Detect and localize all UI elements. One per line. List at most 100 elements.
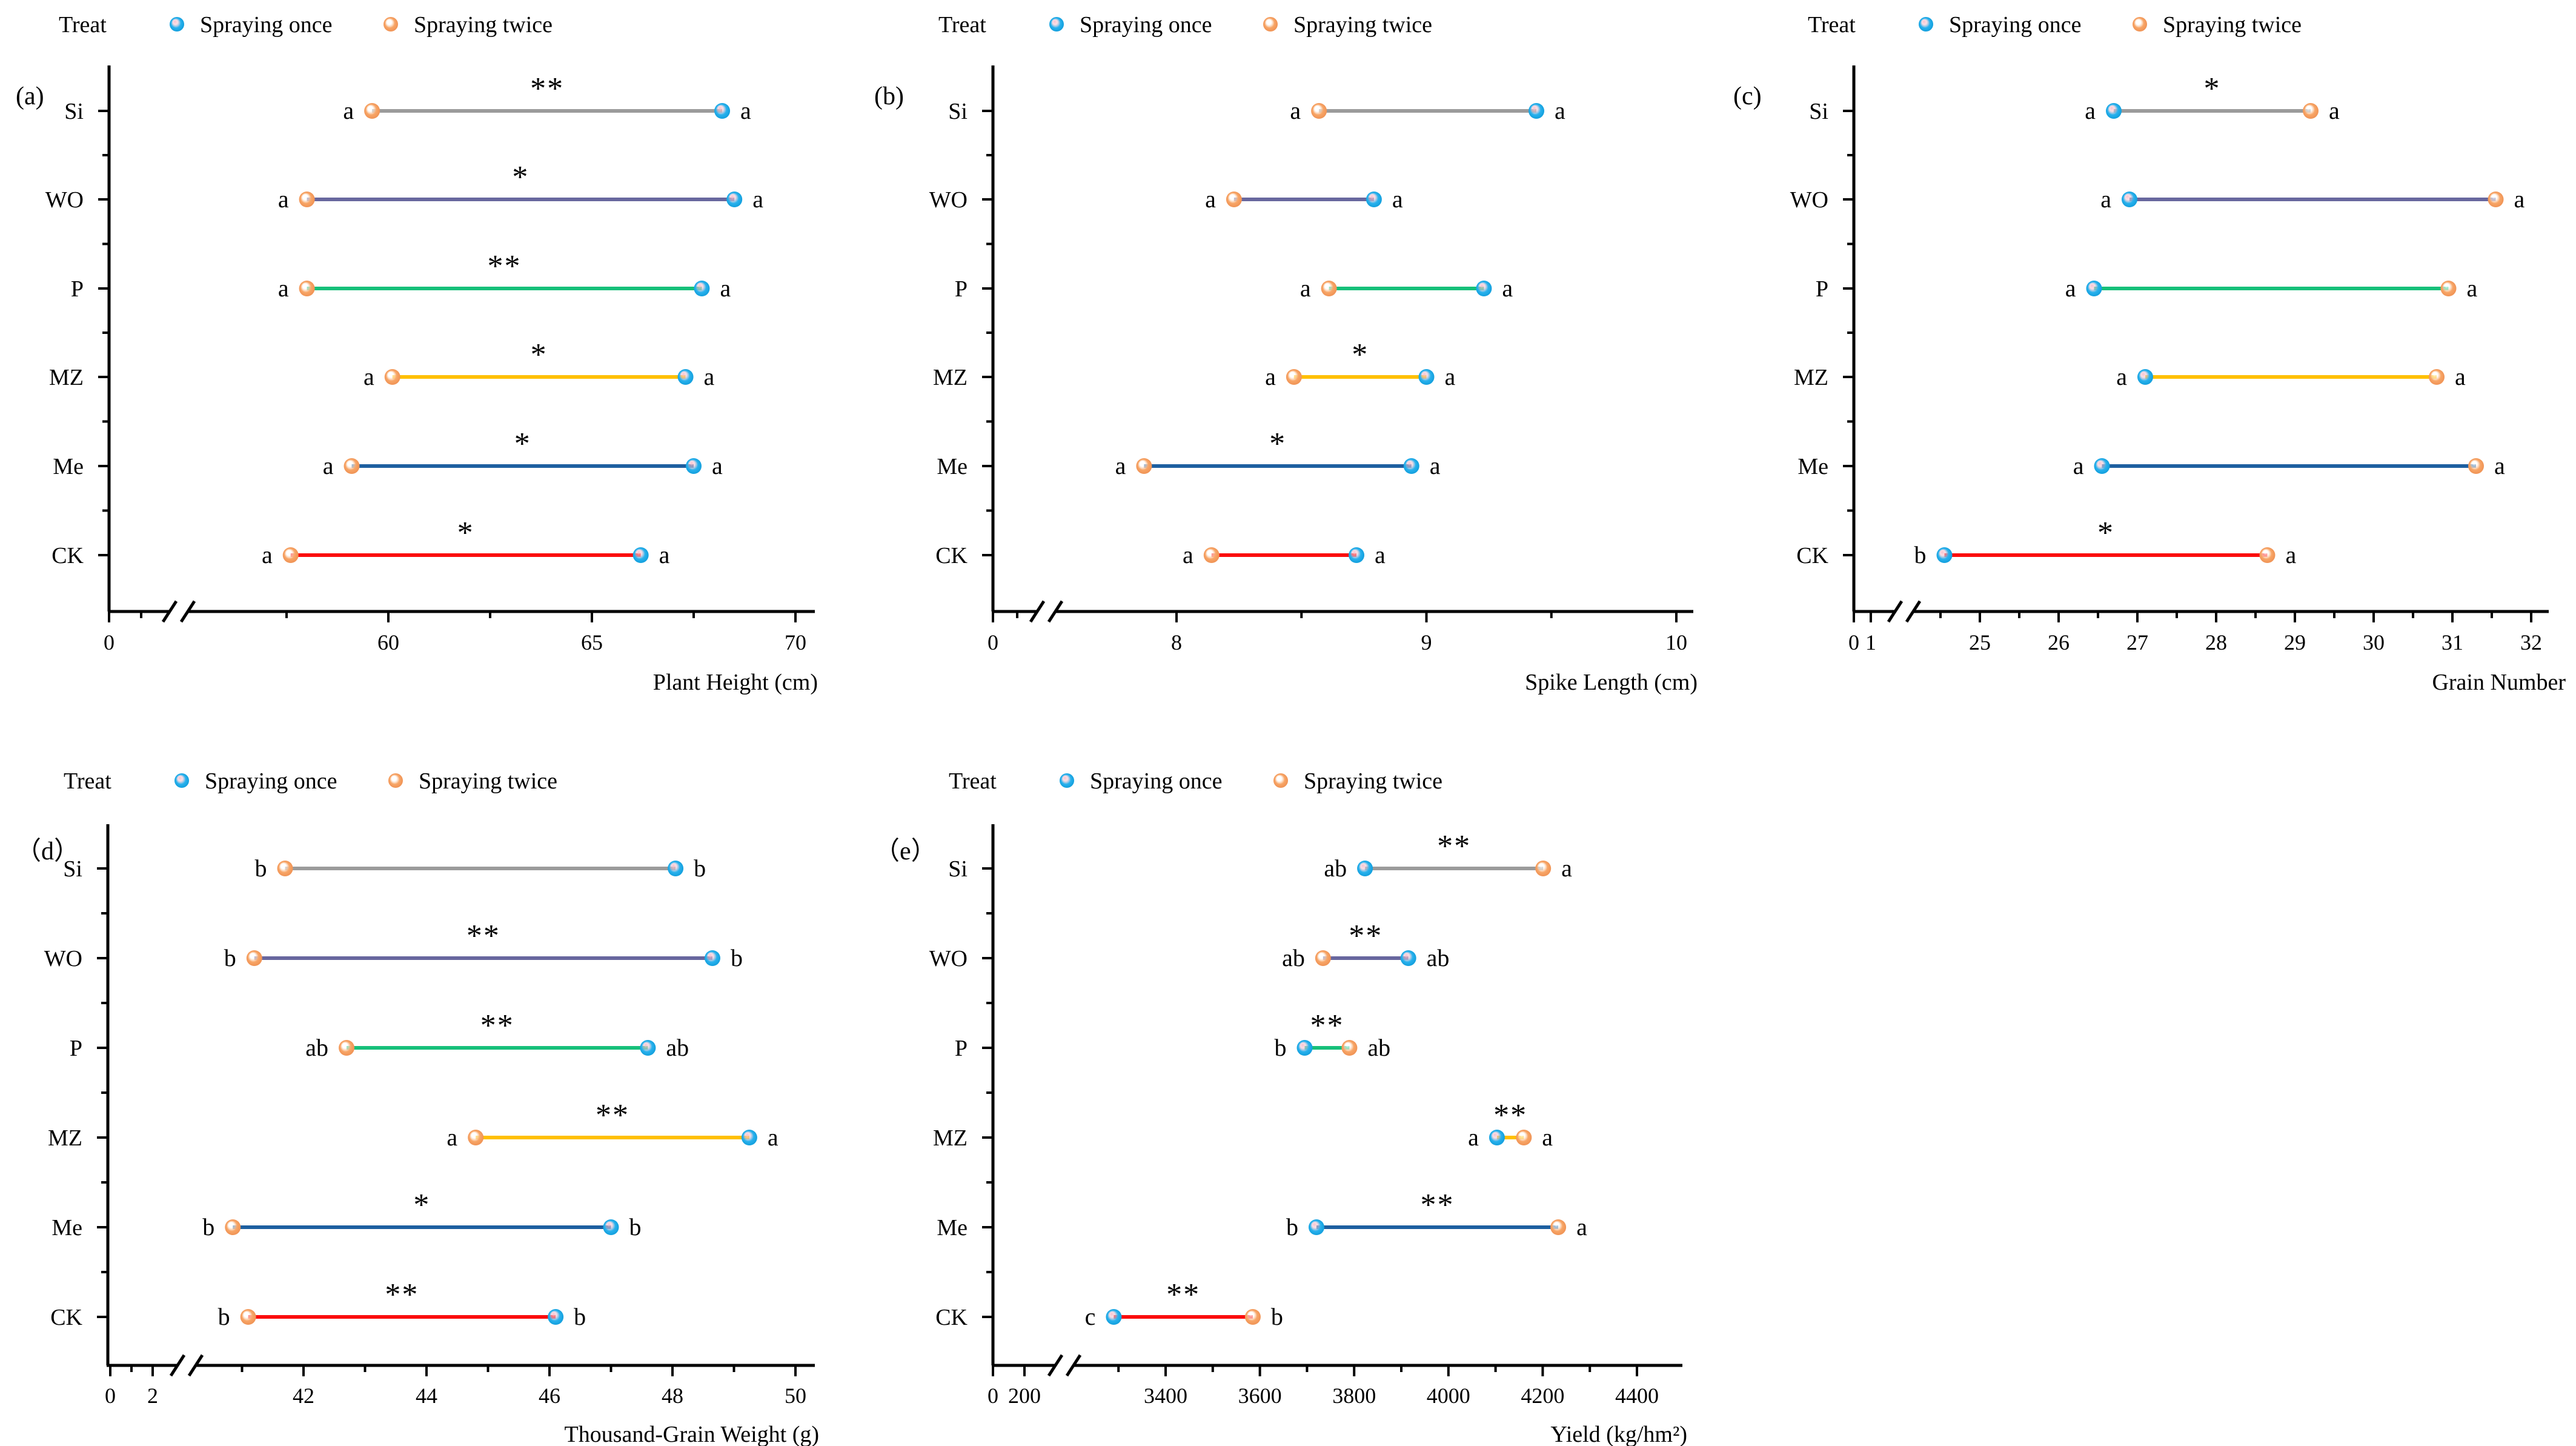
x-tick-label: 42: [293, 1384, 314, 1408]
x-tick-label: 65: [581, 630, 603, 655]
x-tick-label: 60: [377, 630, 399, 655]
legend-twice-label: Spraying twice: [419, 768, 557, 794]
legend-treat-label: Treat: [59, 12, 107, 38]
x-tick-label: 3600: [1238, 1384, 1282, 1408]
letter-label: b: [574, 1303, 586, 1330]
legend-twice-marker-icon: [1273, 773, 1288, 788]
once-dot: [1529, 103, 1544, 119]
dumbbell-row-CK: a a *: [262, 516, 670, 568]
significance-marker: **: [488, 249, 522, 284]
y-axis: Si WO P MZ Me CK: [44, 824, 110, 1365]
twice-dot: [1315, 950, 1331, 966]
letter-label: a: [768, 1124, 778, 1151]
letter-label: a: [2494, 452, 2505, 479]
category-label: CK: [51, 543, 84, 568]
legend-treat-label: Treat: [1808, 12, 1856, 38]
dumbbell-row-MZ: a a *: [1265, 338, 1455, 390]
x-tick-label: 4400: [1615, 1384, 1659, 1408]
category-label: WO: [45, 187, 84, 213]
twice-dot: [344, 458, 360, 474]
twice-dot: [1321, 281, 1337, 296]
dumbbell-row-Si: a a **: [343, 72, 751, 124]
letter-label: a: [1561, 855, 1572, 882]
axis-break-gap: [1037, 609, 1056, 615]
legend-twice-marker-icon: [2133, 17, 2147, 32]
letter-label: a: [323, 452, 334, 479]
dumbbell-row-WO: b b **: [224, 919, 743, 971]
legend-once-marker-icon: [170, 17, 184, 32]
twice-dot: [246, 950, 262, 966]
dumbbell-row-Si: ab a **: [1324, 829, 1572, 882]
category-label: P: [71, 276, 84, 302]
letter-label: a: [1300, 275, 1311, 302]
y-axis: Si WO P MZ Me CK: [929, 824, 995, 1365]
category-label: Si: [64, 99, 84, 124]
category-label: Me: [53, 454, 84, 479]
x-tick-label: 0: [988, 1384, 998, 1408]
x-tick-label: 2: [147, 1384, 158, 1408]
x-tick-label: 200: [1008, 1384, 1041, 1408]
x-axis-title: Plant Height (cm): [653, 670, 818, 695]
once-dot: [2106, 103, 2122, 119]
letter-label: a: [1265, 363, 1276, 390]
letter-label: a: [262, 541, 273, 568]
twice-dot: [1226, 192, 1242, 207]
axis-break-icon: [1029, 600, 1046, 623]
letter-label: b: [1914, 541, 1927, 568]
letter-label: a: [363, 363, 374, 390]
once-dot: [1349, 547, 1364, 563]
legend: Treat Spraying once Spraying twice: [59, 12, 553, 38]
category-label: WO: [1790, 187, 1828, 213]
panel-letter: （d）: [16, 838, 79, 865]
category-label: Me: [937, 1215, 968, 1241]
letter-label: a: [2100, 185, 2111, 213]
once-dot: [632, 547, 649, 563]
dumbbell-row-CK: c b **: [1085, 1278, 1283, 1330]
x-axis: 0 200 3400 3600 3800 4000 4200 4400: [988, 1354, 1682, 1408]
once-dot: [704, 950, 720, 966]
once-dot: [714, 103, 731, 119]
dumbbell-row-WO: ab ab **: [1282, 919, 1449, 971]
twice-dot: [364, 103, 380, 119]
significance-marker: *: [512, 160, 529, 195]
legend-twice-marker-icon: [383, 17, 398, 32]
letter-label: a: [2065, 275, 2076, 302]
category-label: Si: [948, 856, 968, 882]
once-dot: [1418, 369, 1435, 385]
once-dot: [726, 192, 743, 207]
chart-panel-b: Treat Spraying once Spraying twice (b) Si WO P…: [874, 12, 1698, 695]
x-axis-title: Spike Length (cm): [1525, 670, 1698, 695]
category-label: Si: [63, 856, 82, 882]
category-label: Me: [51, 1215, 82, 1241]
legend-treat-label: Treat: [64, 768, 111, 794]
axis-break-icon: [179, 600, 196, 623]
letter-label: a: [278, 185, 289, 213]
x-tick-label: 4200: [1521, 1384, 1564, 1408]
y-axis: Si WO P MZ Me CK: [45, 65, 111, 611]
category-label: WO: [929, 946, 968, 971]
twice-dot: [2468, 458, 2484, 474]
legend-treat-label: Treat: [949, 768, 997, 794]
significance-marker: **: [530, 72, 564, 106]
dumbbell-row-Me: b a **: [1286, 1188, 1587, 1241]
panel-letter: （e）: [874, 838, 937, 865]
category-label: MZ: [1794, 365, 1828, 390]
dumbbell-row-MZ: a a *: [363, 338, 715, 390]
once-dot: [1400, 950, 1416, 966]
once-dot: [548, 1309, 564, 1325]
axis-break-icon: [187, 1354, 204, 1377]
category-label: CK: [935, 543, 968, 568]
once-dot: [1366, 192, 1382, 207]
legend-twice-label: Spraying twice: [2163, 12, 2302, 38]
dumbbell-row-CK: b b **: [218, 1278, 586, 1330]
legend-twice-label: Spraying twice: [414, 12, 553, 38]
panel-d: Treat Spraying once Spraying twice （d） Si WO P…: [0, 723, 858, 1446]
x-tick-label: 48: [662, 1384, 683, 1408]
category-label: MZ: [48, 1125, 82, 1151]
letter-label: a: [720, 275, 731, 302]
significance-marker: *: [413, 1188, 430, 1222]
letter-label: a: [704, 363, 715, 390]
